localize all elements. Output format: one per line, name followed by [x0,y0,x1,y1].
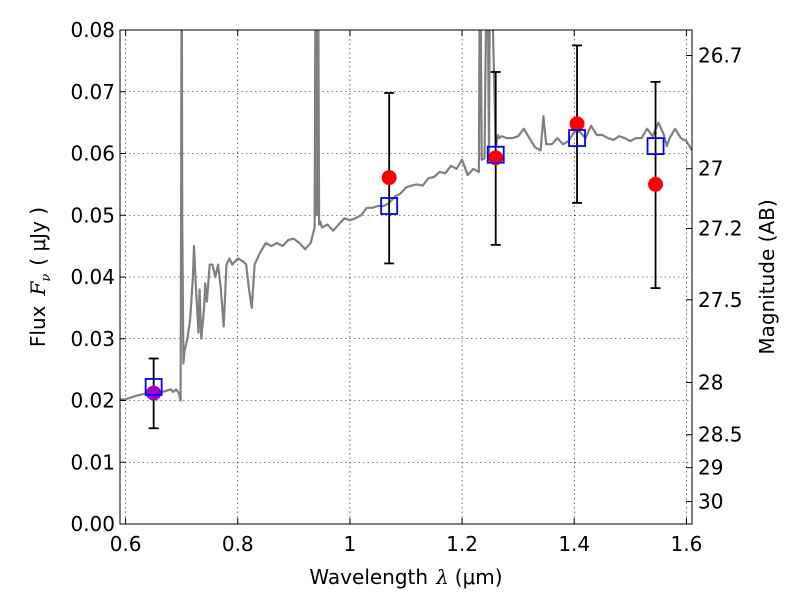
y-tick-label: 0.05 [70,203,115,227]
model-photometry-point [646,137,665,155]
y2-tick-label: 28.5 [698,423,743,447]
observed-point [381,170,397,186]
y2-tick-label: 26.7 [698,44,743,68]
y-tick-label: 0.07 [70,80,115,104]
observed-point [488,150,504,166]
y2-axis-title: Magnitude (AB) [755,199,779,354]
y-tick-label: 0.04 [70,265,115,289]
y2-tick-label: 27 [698,157,723,181]
model-photometry-point [144,378,163,396]
y-tick-label: 0.01 [70,450,115,474]
y2-tick-label: 30 [698,490,723,514]
observed-point [569,116,585,132]
x-tick-label: 0.8 [222,532,254,556]
model-photometry-point [568,129,586,147]
x-tick-label: 1.6 [670,532,702,556]
y-tick-label: 0.03 [70,327,115,351]
y-tick-label: 0.00 [70,512,115,536]
data-area [120,30,692,430]
model-photometry-point [486,145,505,164]
model-photometry-point [380,197,399,215]
y2-tick-label: 29 [698,456,723,480]
axis-ticks: 0.6 0.8 1 1.2 1.4 1.6 0.00 0.01 0.02 0.03 0.04 0.05… [70,18,742,556]
y2-tick-label: 27.2 [698,216,743,240]
y-tick-label: 0.02 [70,389,115,413]
y-tick-label: 0.08 [70,18,115,42]
observed-point [648,176,664,192]
y2-tick-label: 28 [698,371,723,395]
y-axis-title: FluxFν( μJy ) [26,207,54,347]
x-axis-title: Wavelength λ (μm) [309,565,502,589]
x-tick-label: 1.2 [446,532,478,556]
y-tick-label: 0.06 [70,142,115,166]
y2-tick-label: 27.5 [698,288,743,312]
x-tick-label: 1 [344,532,357,556]
x-tick-label: 0.6 [110,532,142,556]
observed-point [146,385,162,401]
x-tick-label: 1.4 [558,532,590,556]
